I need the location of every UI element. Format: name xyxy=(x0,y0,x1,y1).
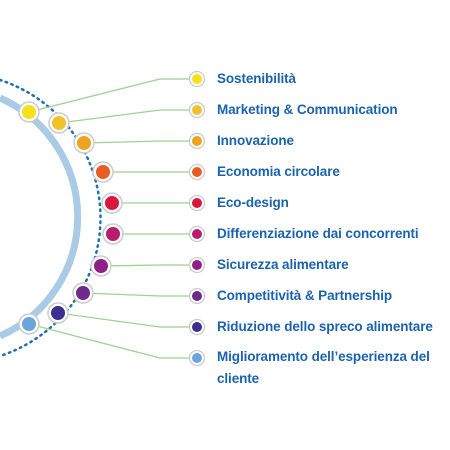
arc-marker xyxy=(106,227,120,241)
bullet-dot xyxy=(192,322,202,332)
item-label: Miglioramento dell’esperienza del client… xyxy=(217,349,430,386)
bullet-dot xyxy=(192,198,202,208)
connector-line xyxy=(57,312,197,328)
item-label: Eco-design xyxy=(217,195,289,210)
bullet-dot xyxy=(192,291,202,301)
bullet-dot xyxy=(192,167,202,177)
connector-line xyxy=(28,323,197,359)
connector-line xyxy=(100,264,197,267)
bullet-dot xyxy=(192,105,202,115)
outer-dotted-arc xyxy=(0,78,102,358)
arc-marker xyxy=(105,196,119,210)
connector-line xyxy=(83,140,197,144)
bullet-dot xyxy=(192,229,202,239)
bullet-dot xyxy=(192,74,202,84)
item-label: Competitività & Partnership xyxy=(217,288,393,303)
item-label: Innovazione xyxy=(217,133,294,148)
middle-ring xyxy=(0,94,82,340)
connector-line xyxy=(58,109,197,124)
arc-marker xyxy=(22,105,36,119)
arc-marker xyxy=(77,136,91,150)
item-label: Sicurezza alimentare xyxy=(217,257,349,272)
arc-marker xyxy=(22,317,36,331)
item-label: Marketing & Communication xyxy=(217,102,398,117)
arc-marker xyxy=(96,165,110,179)
bullet-dot xyxy=(192,260,202,270)
arc-marker xyxy=(52,116,66,130)
connector-line xyxy=(82,292,197,297)
arc-marker xyxy=(51,306,65,320)
item-label: Differenziazione dai concorrenti xyxy=(217,226,419,241)
connector-line xyxy=(28,78,197,113)
item-label: Sostenibilità xyxy=(217,71,296,86)
bullet-dot xyxy=(192,353,202,363)
arc-marker xyxy=(76,286,90,300)
item-label: Riduzione dello spreco alimentare xyxy=(217,319,433,334)
bullet-dot xyxy=(192,136,202,146)
item-label: Economia circolare xyxy=(217,164,340,179)
arc-marker xyxy=(94,259,108,273)
